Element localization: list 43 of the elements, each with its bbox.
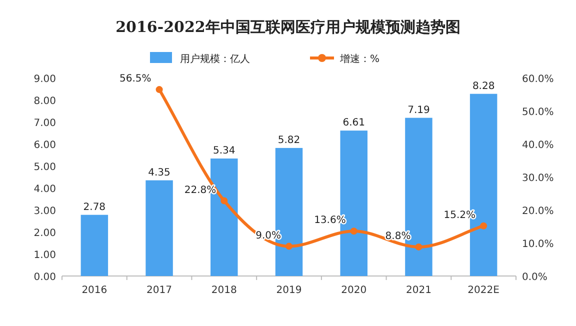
y-tick-label: 2.00 [34,228,56,239]
x-tick-label: 2017 [146,285,172,296]
x-tick-label: 2020 [341,285,367,296]
y2-tick-label: 30.0% [522,173,554,184]
point [480,222,488,230]
x-tick-label: 2018 [211,285,237,296]
data-label: 6.61 [342,118,365,129]
y2-tick-label: 60.0% [522,74,554,85]
y2-tick-label: 40.0% [522,140,554,151]
y2-tick-label: 20.0% [522,206,554,217]
bar [80,214,108,276]
y-tick-label: 9.00 [34,74,56,85]
bar [146,180,173,276]
data-label: 4.35 [148,167,170,178]
point [286,242,292,250]
y2-tick-label: 0.0% [522,272,548,283]
x-tick-label: 2016 [82,285,108,296]
data-label: 56.5% [120,74,152,85]
y-tick-label: 5.00 [34,162,56,173]
y-tick-label: 8.00 [34,96,56,107]
data-label: 5.82 [278,134,300,146]
x-tick-label: 2021 [406,285,432,296]
point [220,197,228,204]
legend-label: 增速：% [339,53,380,65]
y-tick-label: 1.00 [34,250,56,261]
point [350,228,358,235]
y2-tick-label: 50.0% [522,107,554,118]
x-tick-label: 2022E [468,285,500,296]
y-tick-label: 4.00 [34,184,56,195]
data-label: 5.34 [213,146,236,157]
chart-title: 2016-2022年中国互联网医疗用户规模预测趋势图 [116,18,460,36]
point [156,86,163,94]
y-tick-label: 0.00 [34,272,56,283]
data-label: 7.19 [408,104,430,116]
x-tick-label: 2019 [276,285,302,296]
point [415,243,422,250]
y-tick-label: 3.00 [34,206,56,217]
legend-label: 用户规模：亿人 [180,53,250,65]
data-label: 2.78 [83,202,106,213]
y-tick-label: 6.00 [34,140,56,151]
data-label: 8.28 [472,80,495,92]
y-tick-label: 7.00 [34,118,56,129]
y2-tick-label: 10.0% [522,239,554,250]
